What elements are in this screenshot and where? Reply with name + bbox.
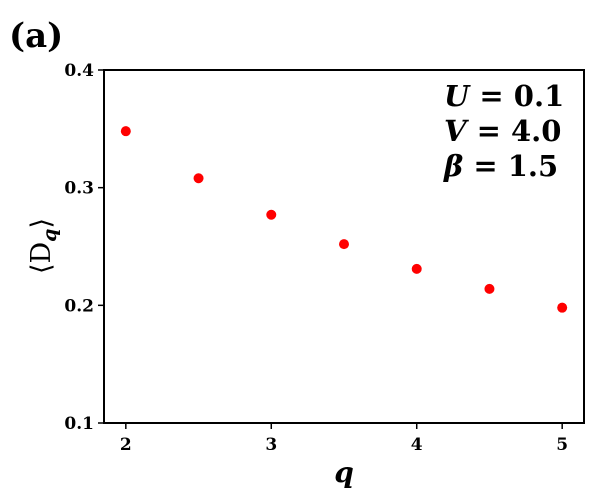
- y-tick-label: 0.2: [64, 296, 94, 316]
- annotation-v: V = 4.0: [444, 114, 561, 148]
- data-point: [266, 209, 277, 220]
- parameter-annotations: U = 0.1 V = 4.0 β = 1.5: [443, 79, 564, 183]
- data-point: [193, 173, 204, 184]
- panel-label: (a): [9, 16, 63, 56]
- x-tick-label: 4: [411, 435, 423, 455]
- data-point: [411, 263, 422, 274]
- data-point: [557, 302, 568, 313]
- x-tick-label: 5: [556, 435, 568, 455]
- y-tick-label: 0.3: [64, 179, 94, 199]
- x-tick-label: 2: [120, 435, 132, 455]
- data-point: [120, 126, 131, 137]
- y-tick-label: 0.4: [64, 61, 94, 81]
- annotation-beta: β = 1.5: [443, 149, 558, 183]
- y-tick-label: 0.1: [64, 414, 94, 434]
- y-axis: 0.1 0.2 0.3 0.4: [64, 61, 104, 434]
- x-axis: 2 3 4 5: [120, 423, 568, 455]
- data-point: [484, 283, 495, 294]
- data-points: [120, 126, 568, 313]
- annotation-u: U = 0.1: [444, 79, 564, 113]
- x-axis-title: q: [334, 456, 354, 489]
- plot-frame: [103, 69, 585, 424]
- x-tick-label: 3: [265, 435, 277, 455]
- data-point: [339, 239, 349, 250]
- y-axis-title: ⟨Dq⟩: [26, 218, 61, 274]
